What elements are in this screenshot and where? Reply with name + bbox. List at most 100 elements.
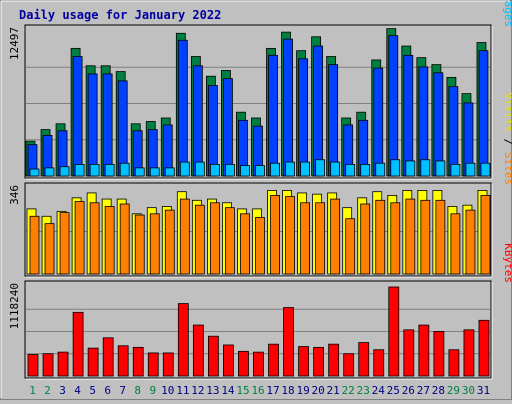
bar-pages <box>179 161 190 177</box>
bar-kbytes <box>403 329 415 377</box>
bar-sites <box>435 199 446 275</box>
x-tick-label: 24 <box>372 384 386 397</box>
bar-kbytes <box>343 353 355 377</box>
bar-kbytes <box>253 351 264 377</box>
x-axis-labels: 1 2 3 4 5 6 7 8 9 10 11 12 13 14 15 16 17 18 19 20 21 22 23 24 2… <box>29 384 490 397</box>
bar-pages <box>164 167 175 177</box>
bar-files <box>373 67 384 177</box>
bar-pages <box>480 162 491 177</box>
bar-sites <box>315 202 326 275</box>
bar-kbytes <box>313 346 325 377</box>
bar-kbytes <box>283 307 294 377</box>
bar-pages <box>59 166 70 177</box>
bar-pages <box>420 159 431 177</box>
bar-sites <box>390 202 401 275</box>
bar-sites <box>104 206 115 275</box>
x-tick-label: 21 <box>327 384 340 397</box>
bar-pages <box>44 167 55 177</box>
bar-sites <box>480 194 491 275</box>
bar-files <box>328 64 339 177</box>
series-label-part: Pages <box>502 0 512 27</box>
x-tick-label: 12 <box>191 384 204 397</box>
bar-pages <box>330 161 341 177</box>
x-tick-label: 5 <box>89 384 96 397</box>
bar-files <box>87 73 98 177</box>
x-tick-label: 29 <box>447 384 460 397</box>
bar-kbytes <box>373 349 385 377</box>
bar-pages <box>225 163 235 177</box>
x-tick-label: 18 <box>281 384 294 397</box>
bar-pages <box>285 161 295 177</box>
bar-pages <box>375 162 386 177</box>
bar-sites <box>345 218 356 275</box>
bar-kbytes <box>388 286 400 377</box>
x-tick-label: 1 <box>29 384 36 397</box>
bar-kbytes <box>298 346 309 377</box>
bar-pages <box>240 165 250 177</box>
bar-files <box>102 73 113 177</box>
bar-sites <box>74 201 85 275</box>
bar-pages <box>300 161 310 177</box>
bar-sites <box>134 214 145 275</box>
bar-pages <box>29 168 40 177</box>
ymax-label-kbytes: 1118240 <box>8 283 21 329</box>
bar-kbytes <box>463 329 475 377</box>
series-label-part: Sites <box>502 152 512 185</box>
bar-sites <box>194 204 205 275</box>
bar-sites <box>149 213 160 275</box>
bar-files <box>433 72 444 177</box>
bar-pages <box>194 161 205 177</box>
bar-files <box>268 54 278 177</box>
x-tick-label: 8 <box>134 384 141 397</box>
x-tick-label: 15 <box>236 384 249 397</box>
bar-files <box>192 65 203 177</box>
bar-files <box>283 38 293 177</box>
bar-pages <box>209 163 220 177</box>
series-label-part: / <box>502 132 512 152</box>
bar-pages <box>390 159 401 177</box>
ymax-label-pages-files-hits: 12497 <box>8 27 21 60</box>
x-tick-label: 23 <box>357 384 370 397</box>
bar-pages <box>149 167 160 177</box>
bar-kbytes <box>162 352 174 377</box>
bar-pages <box>450 163 461 177</box>
bar-sites <box>405 198 416 275</box>
bar-sites <box>465 209 476 275</box>
bar-files <box>177 39 188 177</box>
bar-kbytes <box>328 343 340 377</box>
bar-kbytes <box>358 342 370 377</box>
x-tick-label: 22 <box>342 384 355 397</box>
chart-panels: 12497 Hits / Files / Pages 346 Visits / Sit… <box>8 0 512 380</box>
bar-sites <box>285 196 295 275</box>
x-tick-label: 2 <box>44 384 51 397</box>
chart-title: Daily usage for January 2022 <box>19 8 221 22</box>
bar-files <box>117 80 128 177</box>
bar-sites <box>330 198 341 275</box>
bar-kbytes <box>418 324 430 377</box>
ymax-label-visits-sites: 346 <box>8 185 21 205</box>
x-tick-label: 25 <box>387 384 400 397</box>
bar-kbytes <box>433 331 445 377</box>
bar-kbytes <box>132 346 144 377</box>
bar-sites <box>375 199 386 275</box>
bar-files <box>448 86 459 177</box>
x-tick-label: 31 <box>477 384 490 397</box>
x-tick-label: 7 <box>119 384 126 397</box>
x-tick-label: 13 <box>206 384 219 397</box>
bar-sites <box>44 223 55 275</box>
bar-pages <box>255 165 265 177</box>
bar-files <box>403 54 414 177</box>
bar-sites <box>119 203 130 275</box>
bar-kbytes <box>72 311 84 377</box>
bar-files <box>223 78 233 177</box>
bar-pages <box>89 163 100 177</box>
bar-kbytes <box>223 344 234 377</box>
bar-sites <box>59 212 70 275</box>
bar-sites <box>300 202 310 275</box>
bar-kbytes <box>238 350 249 377</box>
x-tick-label: 27 <box>417 384 430 397</box>
bar-sites <box>270 194 280 275</box>
bar-pages <box>119 162 130 177</box>
series-label-kbytes: KBytes <box>502 243 512 283</box>
bar-sites <box>240 213 250 275</box>
